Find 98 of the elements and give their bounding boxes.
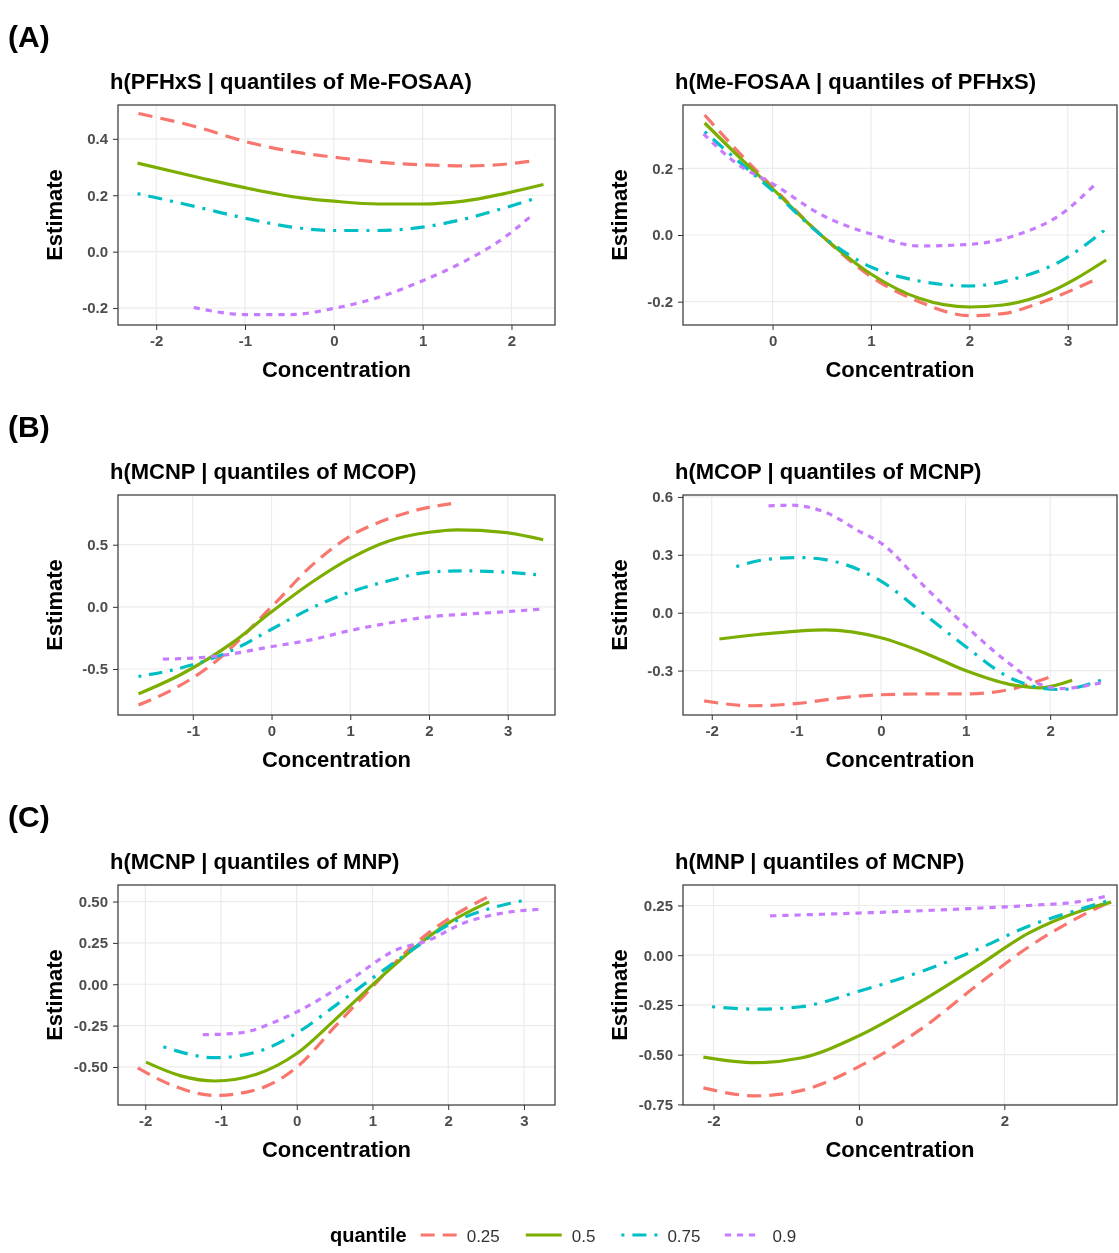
y-tick-label: -0.3 <box>647 661 673 679</box>
chart-title: h(MCOP | quantiles of MCNP) <box>675 459 982 484</box>
y-tick-label: -0.5 <box>82 660 108 678</box>
line-series <box>702 675 1051 708</box>
line-series <box>202 907 539 1037</box>
x-tick-label: 0 <box>877 721 886 739</box>
x-tick-label: 3 <box>1064 331 1073 349</box>
y-tick-label: 0.50 <box>78 892 108 910</box>
line-series <box>710 899 1108 1011</box>
x-axis-title: Concentration <box>825 357 975 382</box>
y-tick-label: 0.6 <box>652 488 673 506</box>
line-series <box>136 111 531 168</box>
chart-title: h(MCNP | quantiles of MCOP) <box>110 459 417 484</box>
y-tick-label: 0.5 <box>87 536 108 554</box>
y-tick-label: 0.4 <box>87 130 109 148</box>
chart-title: h(MNP | quantiles of MCNP) <box>675 849 965 874</box>
y-tick-label: 0.00 <box>643 946 673 964</box>
y-tick-label: 0.0 <box>87 242 108 260</box>
legend-label: 0.5 <box>571 1227 596 1246</box>
x-tick-label: 1 <box>961 721 971 739</box>
line-series <box>135 191 534 233</box>
text: (B) <box>8 410 50 443</box>
x-tick-label: 1 <box>867 331 876 349</box>
x-tick-label: 3 <box>520 1111 529 1129</box>
x-tick-label: -1 <box>238 331 253 349</box>
x-tick-label: 0 <box>855 1111 864 1129</box>
x-axis-title: Concentration <box>261 357 412 382</box>
y-tick-label: 0.2 <box>652 159 673 177</box>
x-tick-label: 2 <box>507 331 517 349</box>
y-tick-label: -0.75 <box>638 1095 673 1113</box>
y-tick-label: -0.2 <box>82 299 108 317</box>
x-tick-label: -2 <box>707 1111 721 1129</box>
y-axis-title: Estimate <box>42 169 67 261</box>
y-axis-title: Estimate <box>607 169 632 261</box>
x-axis-title: Concentration <box>825 747 975 772</box>
y-tick-label: -0.50 <box>73 1058 108 1076</box>
legend-label: 0.75 <box>667 1227 701 1246</box>
chart-title: h(PFHxS | quantiles of Me-FOSAA) <box>110 69 472 94</box>
x-axis-title: Concentration <box>825 1137 975 1162</box>
x-tick-label: 1 <box>346 721 355 739</box>
x-tick-label: 2 <box>1046 721 1055 739</box>
y-tick-label: 0.00 <box>78 975 108 993</box>
legend-label: 0.9 <box>772 1227 797 1246</box>
line-series <box>703 133 1094 248</box>
x-tick-label: 3 <box>504 721 513 739</box>
x-tick-label: 0 <box>768 331 778 349</box>
x-tick-label: 0 <box>330 331 339 349</box>
y-tick-label: -0.2 <box>647 292 673 310</box>
line-series <box>136 569 538 679</box>
line-series <box>701 900 1113 1065</box>
y-tick-label: 0.0 <box>652 604 673 622</box>
line-series <box>135 161 546 206</box>
y-tick-label: -0.25 <box>73 1016 108 1034</box>
line-series <box>161 899 524 1060</box>
x-tick-label: -1 <box>186 721 200 739</box>
x-tick-label: -2 <box>150 331 164 349</box>
x-axis-title: Concentration <box>261 747 412 772</box>
line-series <box>701 902 1108 1098</box>
line-series <box>717 628 1074 690</box>
x-tick-label: -2 <box>705 721 719 739</box>
y-tick-label: 0.25 <box>643 896 673 914</box>
y-axis-title: Estimate <box>42 559 67 651</box>
x-tick-label: -1 <box>790 721 804 739</box>
x-axis-title: Concentration <box>261 1137 412 1162</box>
chart-title: h(Me-FOSAA | quantiles of PFHxS) <box>675 69 1037 94</box>
x-tick-label: 1 <box>368 1111 378 1129</box>
x-tick-label: -2 <box>139 1111 153 1129</box>
y-tick-label: 0.3 <box>652 546 673 564</box>
line-series <box>136 502 453 707</box>
x-tick-label: 1 <box>418 331 428 349</box>
x-tick-label: 0 <box>267 721 277 739</box>
y-tick-label: 0.2 <box>87 186 108 204</box>
chart-title: h(MCNP | quantiles of MNP) <box>110 849 400 874</box>
y-axis-title: Estimate <box>607 949 632 1041</box>
legend-title: quantile <box>330 1224 407 1246</box>
legend-label: 0.25 <box>466 1227 500 1246</box>
y-tick-label: 0.0 <box>652 226 673 244</box>
line-series <box>193 216 530 317</box>
line-series <box>162 607 540 661</box>
y-axis-title: Estimate <box>42 949 67 1041</box>
line-series <box>136 528 545 696</box>
x-tick-label: 2 <box>444 1111 453 1129</box>
y-tick-label: 0.0 <box>87 598 108 616</box>
line-series <box>768 503 1101 691</box>
text: (A) <box>8 20 50 53</box>
x-tick-label: 0 <box>293 1111 302 1129</box>
line-series <box>770 895 1105 918</box>
y-tick-label: -0.50 <box>638 1045 673 1063</box>
y-axis-title: Estimate <box>607 559 632 651</box>
line-series <box>734 555 1103 692</box>
y-tick-label: 0.25 <box>78 934 108 952</box>
x-tick-label: 2 <box>1000 1111 1009 1129</box>
line-series <box>703 130 1106 288</box>
x-tick-label: -1 <box>214 1111 229 1129</box>
x-tick-label: 2 <box>965 331 975 349</box>
y-tick-label: -0.25 <box>638 996 673 1014</box>
x-tick-label: 2 <box>425 721 434 739</box>
text: (C) <box>8 800 50 833</box>
